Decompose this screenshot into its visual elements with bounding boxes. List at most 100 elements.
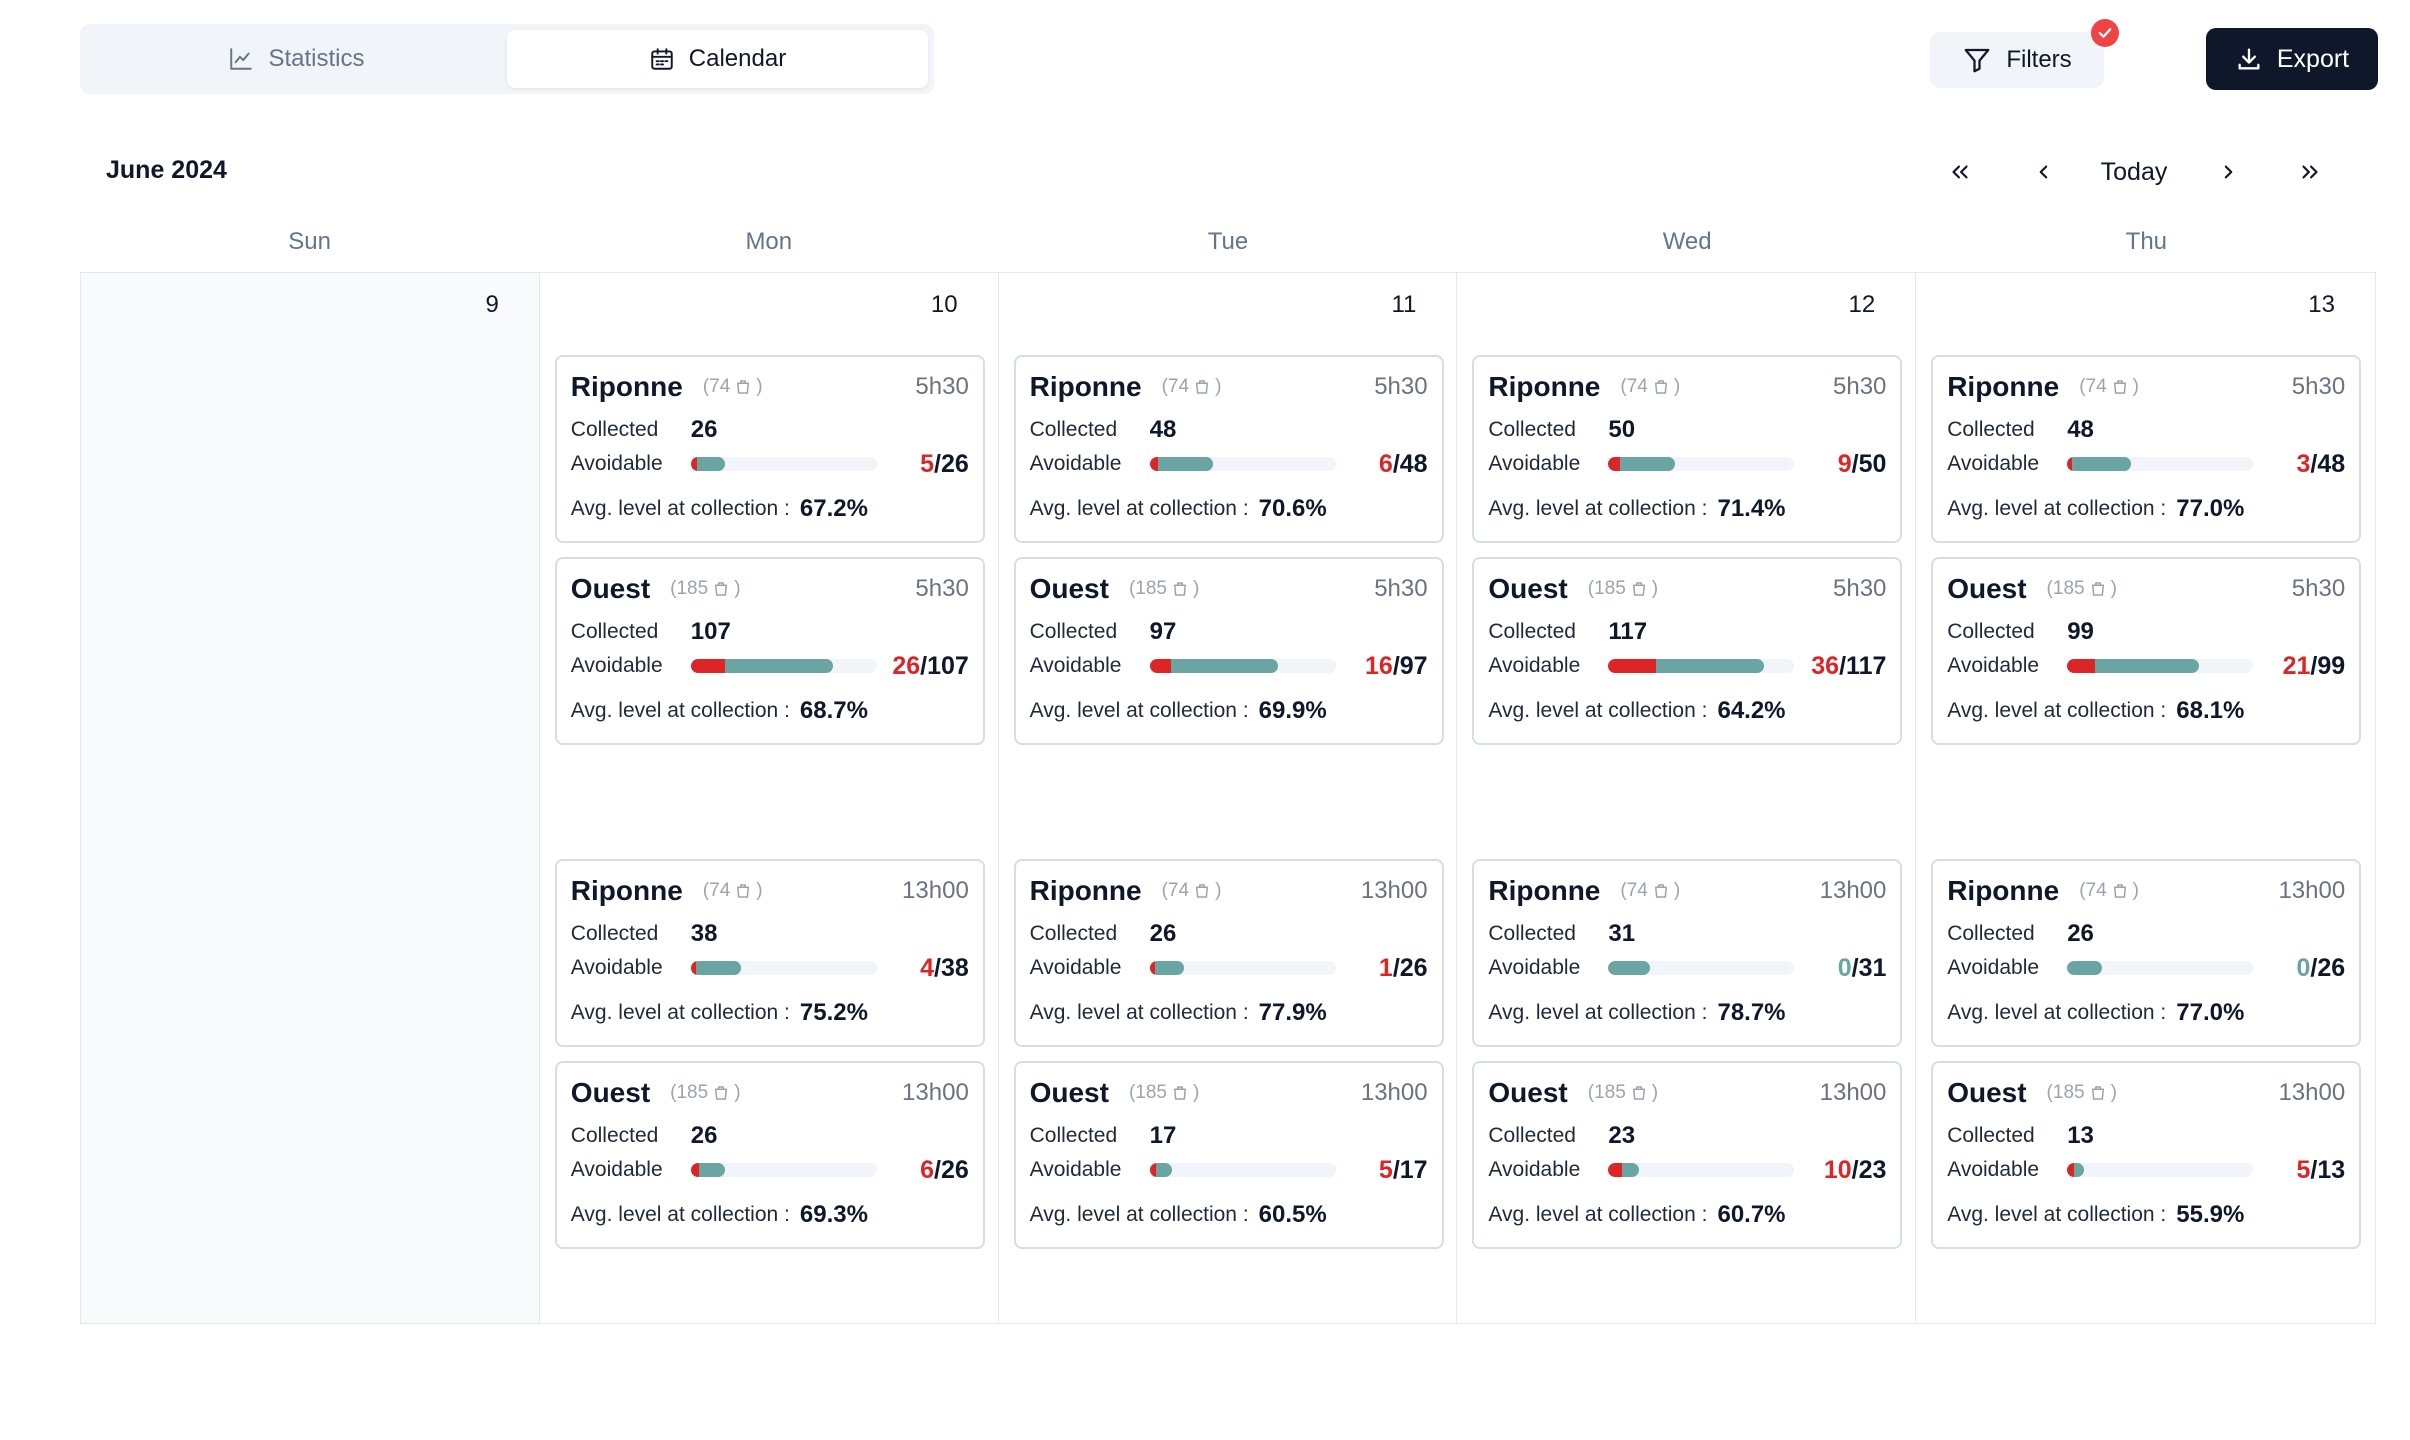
avg-level-value: 60.7% [1717,1201,1786,1228]
collected-row: Collected 26 [1947,917,2345,951]
avoidable-label: Avoidable [1947,452,2040,475]
collected-label: Collected [1029,620,1118,643]
container-count: (185 ) [2047,578,2117,600]
shift-card[interactable]: Riponne (74 ) 5h30 Collected 48 Avoidabl… [1931,355,2362,543]
avoidable-row: Avoidable 6/26 [571,1153,969,1187]
shift-card[interactable]: Riponne (74 ) 5h30 Collected 48 Avoidabl… [1013,355,1444,543]
chevrons-right-icon [2302,165,2318,179]
day-column[interactable]: 9 [81,273,540,1323]
avoidable-ratio: 36/117 [1811,651,1887,680]
collected-value: 17 [1149,1122,1177,1149]
avoidable-row: Avoidable 9/50 [1488,447,1886,481]
bin-icon [715,1086,728,1100]
avg-level-row: Avg. level at collection : 68.7% [571,691,969,731]
avoidable-count: 5 [920,449,935,478]
shift-card[interactable]: Ouest (185 ) 13h00 Collected 23 Avoidabl… [1472,1061,1903,1249]
month-title: June 2024 [106,156,227,184]
container-count-close: ) [1673,376,1681,397]
shift-route-name: Ouest [1488,573,1568,604]
avg-level-label: Avg. level at collection : [1029,699,1249,722]
shift-card[interactable]: Ouest (185 ) 5h30 Collected 97 Avoidable [1013,557,1444,745]
avoidable-count: 6 [920,1155,935,1184]
avg-level-value: 78.7% [1717,999,1786,1026]
export-label: Export [2276,44,2350,73]
avoidable-label: Avoidable [570,654,663,677]
shift-time: 13h00 [1819,1079,1887,1106]
collected-row: Collected 117 [1488,615,1886,649]
avoidable-count: 10 [1823,1155,1852,1184]
avoidable-progress-bar [2067,659,2254,673]
next-week-button[interactable] [2208,150,2248,194]
day-column[interactable]: 11 Riponne (74 ) 5h30 Collected 48 Avoid… [999,273,1458,1323]
line-chart-icon [230,48,253,70]
shift-card-header: Ouest (185 ) 13h00 [1030,1073,1428,1113]
collected-label: Collected [1947,1124,2035,1147]
shift-card-header: Riponne (74 ) 13h00 [1488,871,1886,911]
container-count-close: ) [734,1082,741,1103]
collected-label: Collected [1029,418,1118,441]
avoidable-bar-fill [690,457,726,471]
shift-card[interactable]: Riponne (74 ) 13h00 Collected 26 Avoidab… [1931,859,2362,1047]
shift-card[interactable]: Riponne (74 ) 13h00 Collected 26 Avoidab… [1013,859,1444,1047]
avoidable-count: 36 [1811,651,1840,680]
avoidable-row: Avoidable 21/99 [1947,649,2345,683]
avoidable-total: 26 [940,1155,969,1184]
collected-label: Collected [1488,620,1576,643]
avg-level-row: Avg. level at collection : 64.2% [1488,691,1886,731]
avg-level-value: 55.9% [2176,1201,2245,1228]
container-count-close: ) [734,578,741,599]
shift-card[interactable]: Riponne (74 ) 13h00 Collected 31 Avoidab… [1472,859,1903,1047]
container-count-close: ) [756,376,763,397]
avoidable-row: Avoidable 5/13 [1947,1153,2345,1187]
day-column[interactable]: 10 Riponne (74 ) 5h30 Collected 26 Avoid… [540,273,999,1323]
weekday-header: Sun Mon Tue Wed Thu [80,228,2376,256]
tab-calendar[interactable]: Calendar [507,30,928,88]
tab-statistics[interactable]: Statistics [86,30,507,88]
avoidable-ratio: 0/31 [1837,953,1887,982]
avoidable-bar-fill [1149,659,1279,673]
day-column[interactable]: 12 Riponne (74 ) 5h30 Collected 50 Avoid… [1457,273,1917,1323]
avg-level-label: Avg. level at collection : [1029,497,1249,520]
filters-button[interactable]: Filters [1930,32,2104,88]
shift-time: 13h00 [2278,1079,2346,1106]
container-count-value: (185 [670,578,709,599]
avoidable-bar-fill [2067,457,2131,471]
shift-card[interactable]: Riponne (74 ) 13h00 Collected 38 Avoidab… [554,859,985,1047]
prev-week-button[interactable] [2024,150,2064,194]
shift-card[interactable]: Riponne (74 ) 5h30 Collected 26 Avoidabl… [554,355,985,543]
filter-icon [1964,48,1990,73]
calendar-grid: 9 10 Riponne (74 ) 5h30 Collected 26 Avoi… [80,272,2376,1324]
shift-card[interactable]: Ouest (185 ) 5h30 Collected 107 Avoidabl… [554,557,985,745]
shift-card[interactable]: Ouest (185 ) 13h00 Collected 17 Avoidabl… [1013,1061,1444,1249]
avg-level-row: Avg. level at collection : 78.7% [1488,993,1886,1033]
avoidable-ratio: 1/26 [1378,953,1428,982]
shift-card[interactable]: Riponne (74 ) 5h30 Collected 50 Avoidabl… [1472,355,1903,543]
collected-label: Collected [1947,922,2035,945]
export-button[interactable]: Export [2206,28,2378,90]
avoidable-ratio: 9/50 [1837,449,1887,478]
bin-icon [1173,1086,1186,1100]
collected-label: Collected [570,418,659,441]
avg-level-value: 69.9% [1258,697,1327,724]
bin-icon [737,380,750,394]
day-column[interactable]: 13 Riponne (74 ) 5h30 Collected 48 Avoid… [1916,273,2375,1323]
shift-card[interactable]: Ouest (185 ) 13h00 Collected 13 Avoidabl… [1931,1061,2362,1249]
shift-card[interactable]: Ouest (185 ) 5h30 Collected 99 Avoidable [1931,557,2362,745]
avg-level-value: 70.6% [1258,495,1327,522]
shift-time: 5h30 [1374,373,1428,400]
avoidable-total: 23 [1858,1155,1887,1184]
bin-icon [1173,582,1186,596]
shift-card-header: Ouest (185 ) 13h00 [1947,1073,2345,1113]
next-month-button[interactable] [2290,150,2330,194]
avoidable-bar-red [1608,1163,1622,1177]
shift-card[interactable]: Ouest (185 ) 13h00 Collected 26 Avoidabl… [554,1061,985,1249]
shift-route-name: Ouest [570,573,651,604]
collected-value: 23 [1608,1122,1636,1149]
avoidable-bar-red [1149,961,1155,975]
today-button[interactable]: Today [2100,157,2168,186]
filters-label: Filters [2006,46,2072,73]
container-count-value: (185 [1587,578,1626,599]
prev-month-button[interactable] [1940,150,1980,194]
shift-card[interactable]: Ouest (185 ) 5h30 Collected 117 Avoidabl… [1472,557,1903,745]
shift-route-name: Riponne [1947,875,2060,906]
